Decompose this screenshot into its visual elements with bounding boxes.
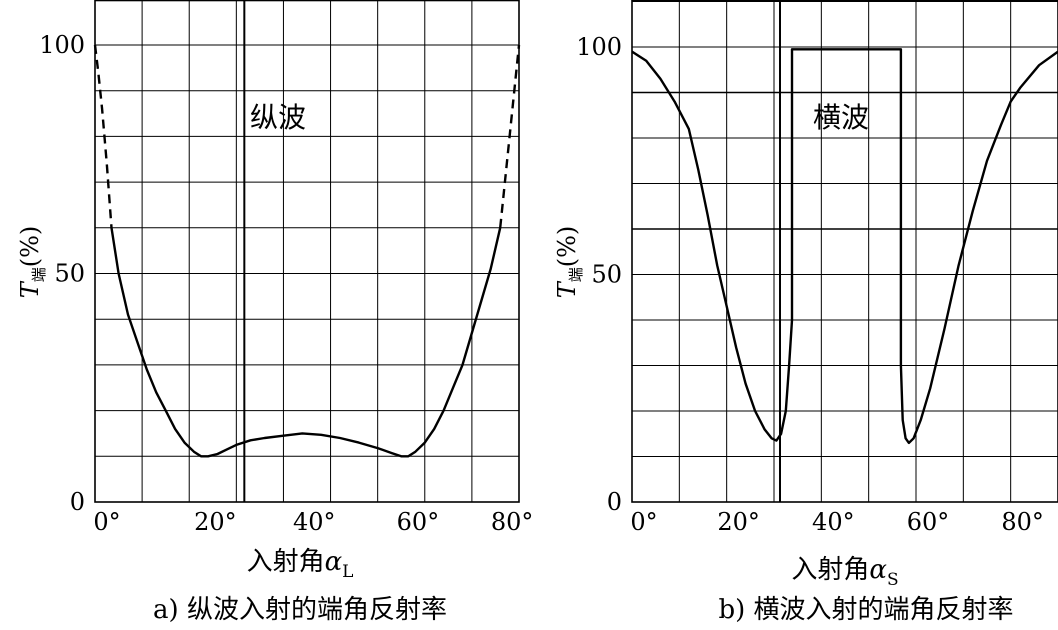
- x-tick-label: 0°: [630, 508, 657, 536]
- data-curve-dashed: [93, 44, 113, 228]
- y-tick-label: 100: [576, 33, 622, 61]
- plot-border: [631, 0, 1058, 503]
- y-axis-title-sub: 端: [567, 267, 585, 282]
- y-axis-title-main: T: [16, 280, 44, 298]
- x-axis-title: 入射角αS: [791, 555, 898, 590]
- data-curves: [631, 48, 1058, 445]
- x-tick-label: 60°: [397, 508, 440, 536]
- y-tick-label: 50: [591, 261, 622, 289]
- x-tick-label: 40°: [293, 508, 336, 536]
- longitudinal-wave-chart: 0 50 100 0° 20° 40° 60° 80° 纵波 T端(%) 入射角αL a) …: [16, 0, 533, 625]
- x-tick-labels: 0° 20° 40° 60° 80°: [93, 508, 533, 536]
- caption: b) 横波入射的端角反射率: [718, 595, 1013, 625]
- y-axis-title-sub: 端: [30, 267, 48, 282]
- reference-lines: [632, 0, 1058, 502]
- y-axis-title: T端(%): [16, 226, 48, 299]
- plot-border: [94, 0, 520, 503]
- x-tick-label: 20°: [717, 508, 760, 536]
- data-curve: [110, 227, 502, 458]
- y-tick-label: 100: [39, 31, 85, 59]
- y-tick-label: 0: [70, 488, 85, 516]
- svg-text:T端(%): T端(%): [553, 226, 585, 299]
- x-tick-label: 80°: [1001, 508, 1044, 536]
- x-axis-title-main: 入射角: [791, 555, 869, 585]
- y-axis-title-tail: (%): [16, 226, 44, 268]
- x-axis-title-sub: L: [342, 562, 353, 582]
- x-tick-label: 20°: [194, 508, 237, 536]
- x-axis-title-main: 入射角: [247, 547, 325, 577]
- x-axis-title-greek: α: [325, 547, 343, 577]
- x-axis-title-sub: S: [887, 570, 899, 590]
- series-annotation: 横波: [813, 101, 869, 134]
- svg-text:T端(%): T端(%): [16, 226, 48, 299]
- caption: a) 纵波入射的端角反射率: [153, 595, 447, 625]
- y-tick-labels: 0 50 100: [576, 33, 622, 516]
- x-axis-title-greek: α: [869, 555, 887, 585]
- x-tick-label: 60°: [907, 508, 950, 536]
- plot-frame: [94, 0, 520, 503]
- data-curves: [93, 44, 521, 458]
- x-tick-labels: 0° 20° 40° 60° 80°: [630, 508, 1044, 536]
- x-axis-title: 入射角αL: [247, 547, 354, 582]
- y-tick-label: 50: [54, 260, 85, 288]
- grid: [95, 0, 519, 502]
- series-annotation: 纵波: [250, 101, 306, 134]
- data-curve-dashed: [499, 44, 521, 228]
- y-axis-title-tail: (%): [553, 226, 581, 268]
- y-tick-label: 0: [607, 488, 622, 516]
- data-curve: [631, 48, 1058, 445]
- x-tick-label: 80°: [491, 508, 534, 536]
- plot-frame: [631, 0, 1058, 503]
- grid: [632, 0, 1058, 502]
- y-axis-title: T端(%): [553, 226, 585, 299]
- transverse-wave-chart: 0 50 100 0° 20° 40° 60° 80° 横波 T端(%) 入射角αS b) …: [553, 0, 1058, 625]
- y-axis-title-main: T: [553, 280, 581, 298]
- x-tick-label: 0°: [93, 508, 120, 536]
- y-tick-labels: 0 50 100: [39, 31, 85, 516]
- x-tick-label: 40°: [812, 508, 855, 536]
